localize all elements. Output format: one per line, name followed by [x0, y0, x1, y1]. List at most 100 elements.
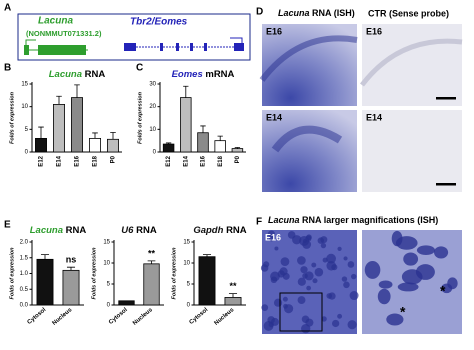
- bar: [53, 104, 65, 153]
- bar: [143, 263, 160, 306]
- chart-title: Lacuna RNA: [49, 69, 106, 80]
- scale-bar: [436, 183, 456, 186]
- error-bar: [92, 132, 98, 139]
- tss-arrow: [230, 37, 243, 43]
- y-tick-label: 1.5: [20, 255, 29, 261]
- x-tick-label: P0: [235, 155, 241, 163]
- gene-name: Lacuna: [38, 16, 73, 27]
- x-tick-label: E14: [183, 155, 189, 166]
- panel-label: C: [136, 63, 143, 74]
- bar: [180, 97, 192, 153]
- error-bar: [38, 126, 44, 139]
- cell: [267, 230, 276, 238]
- error-bar: [228, 293, 238, 298]
- y-tick-label: 10: [21, 104, 28, 110]
- x-tick-label: Nucleus: [52, 307, 74, 327]
- exon: [190, 43, 193, 51]
- y-tick-label: 10: [183, 261, 190, 267]
- bar: [36, 258, 54, 306]
- cell: [343, 281, 350, 289]
- x-tick-label: E16: [75, 155, 81, 166]
- bar: [62, 269, 80, 306]
- cell: [326, 260, 337, 271]
- cell: [337, 246, 342, 251]
- bar: [214, 140, 226, 153]
- exon: [24, 45, 29, 55]
- cell: [260, 264, 269, 272]
- cell: [349, 291, 359, 301]
- tissue: [271, 125, 343, 153]
- cell: [268, 236, 275, 242]
- y-tick-label: 0: [25, 150, 29, 156]
- y-tick-label: 5: [25, 127, 29, 133]
- title-gene: Lacuna: [30, 225, 63, 236]
- panel-label: D: [256, 7, 263, 18]
- asterisk: *: [440, 283, 446, 299]
- bar: [231, 148, 244, 153]
- bar: [71, 97, 83, 153]
- y-tick-label: 0.5: [20, 287, 29, 293]
- exon: [124, 43, 136, 51]
- error-bar: [165, 142, 172, 145]
- tissue: [360, 38, 463, 87]
- cell: [282, 296, 288, 302]
- chart-title: Gapdh RNA: [193, 225, 246, 236]
- cell: [337, 313, 343, 319]
- error-bar: [74, 84, 80, 98]
- cell: [332, 319, 340, 328]
- cell: [441, 283, 453, 294]
- y-tick-label: 15: [103, 240, 110, 246]
- cell: [403, 252, 419, 266]
- exon: [176, 43, 179, 51]
- y-tick-label: 0: [187, 303, 191, 309]
- exon: [234, 43, 244, 51]
- panel-title: CTR (Sense probe): [368, 8, 449, 18]
- x-tick-label: Nucleus: [214, 307, 236, 327]
- y-tick-label: 10: [149, 127, 156, 133]
- title-rest: RNA: [85, 69, 106, 80]
- title-gene: Eomes: [172, 69, 203, 80]
- scale-bar: [436, 97, 456, 100]
- cell: [305, 235, 312, 242]
- exon: [38, 45, 86, 55]
- cell: [261, 304, 269, 311]
- bar: [162, 143, 175, 153]
- bar: [198, 256, 216, 306]
- cell: [297, 256, 306, 265]
- image-label: E14: [266, 112, 282, 122]
- cell: [280, 257, 290, 266]
- cell: [287, 231, 296, 239]
- gene-name: Tbr2/Eomes: [130, 17, 188, 28]
- cell: [297, 296, 306, 305]
- x-tick-label: E12: [39, 155, 45, 166]
- y-axis-label: Folds of expression: [137, 91, 143, 144]
- x-tick-label: E18: [93, 155, 99, 166]
- y-tick-label: 1.0: [20, 271, 29, 277]
- cell: [270, 276, 278, 284]
- image-label: E16: [266, 26, 282, 36]
- title-gene: U6: [121, 225, 134, 236]
- bar: [89, 137, 101, 153]
- cell: [433, 246, 449, 259]
- cell: [311, 262, 317, 268]
- y-tick-label: 0.0: [20, 303, 29, 309]
- cell: [347, 261, 355, 268]
- cell: [347, 320, 357, 330]
- cell: [274, 246, 279, 251]
- y-tick-label: 15: [21, 82, 28, 88]
- error-bar: [147, 260, 156, 264]
- y-tick-label: 10: [103, 261, 110, 267]
- y-tick-label: 15: [183, 240, 190, 246]
- chart-title: U6 RNA: [121, 225, 157, 236]
- title-rest: mRNA: [205, 69, 234, 80]
- error-bar: [183, 85, 189, 98]
- panel-title: Lacuna RNA (ISH): [278, 8, 355, 18]
- title-gene: Lacuna: [49, 69, 82, 80]
- cell: [326, 293, 333, 299]
- tss-arrow: [25, 39, 36, 45]
- x-tick-label: E12: [166, 155, 172, 166]
- cell: [301, 324, 311, 334]
- x-tick-label: P0: [111, 155, 117, 163]
- zoom-box: [279, 292, 323, 332]
- image-label: E14: [366, 112, 382, 122]
